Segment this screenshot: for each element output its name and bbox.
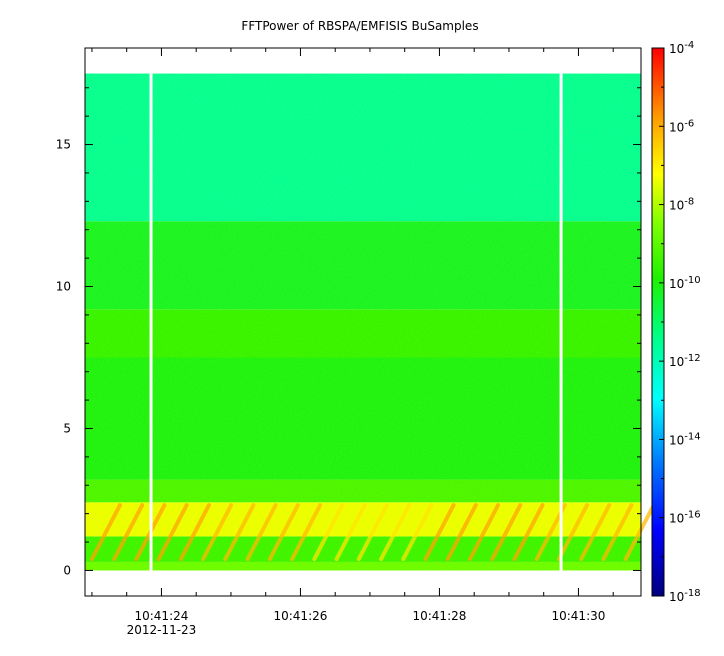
colorbar-tick-label: 10-18 [669, 588, 701, 604]
colorbar-tick-label: 10-8 [669, 197, 694, 213]
chorus-streak [223, 503, 256, 562]
chorus-streak [423, 503, 456, 562]
chorus-streak [245, 503, 278, 562]
colorbar-tick-label: 10-14 [669, 431, 701, 447]
chorus-streak [89, 503, 122, 562]
chorus-streak [267, 503, 300, 562]
colorbar-axis: 10-4 10-6 10-8 10-10 10-12 10-14 10-16 10-18 [659, 40, 701, 604]
data-gap [149, 72, 153, 572]
chorus-streak [401, 503, 434, 562]
chorus-streak [468, 503, 501, 562]
chorus-streak [356, 503, 389, 562]
colorbar-tick-label: 10-4 [669, 40, 694, 56]
y-tick-label: 10 [56, 280, 71, 294]
chorus-streak [490, 503, 523, 562]
colorbar-tick-label: 10-6 [669, 118, 694, 134]
spectrogram-area [85, 73, 641, 571]
colorbar-tick-label: 10-12 [669, 353, 701, 369]
chorus-streak [623, 503, 656, 562]
y-axis: 0 5 10 15 [56, 87, 641, 577]
plot-frame [84, 47, 642, 597]
chorus-streak [379, 503, 412, 562]
chorus-streak [556, 503, 589, 562]
chorus-streak [312, 503, 345, 562]
y-tick-label: 0 [63, 563, 71, 577]
chorus-streak [290, 503, 323, 562]
data-gaps [149, 72, 563, 572]
data-gap [559, 72, 563, 572]
noise-texture [85, 73, 641, 571]
y-tick-label: 15 [56, 138, 71, 152]
chart-title: FFTPower of RBSPA/EMFISIS BuSamples [241, 19, 478, 33]
x-tick-label: 10:41:26 [273, 609, 327, 623]
chorus-streak [445, 503, 478, 562]
chorus-streak [112, 503, 145, 562]
chorus-streak [601, 503, 634, 562]
chorus-streak [334, 503, 367, 562]
x-tick-label: 10:41:24 [134, 609, 188, 623]
y-tick-label: 5 [63, 421, 71, 435]
chorus-streak [156, 503, 189, 562]
colorbar-tick-label: 10-16 [669, 510, 701, 526]
chorus-streak [512, 503, 545, 562]
colorbar-tick-label: 10-10 [669, 275, 701, 291]
x-tick-label: 10:41:28 [412, 609, 466, 623]
x-date-label: 2012-11-23 [127, 623, 197, 637]
chorus-streak [201, 503, 234, 562]
x-tick-label: 10:41:30 [551, 609, 605, 623]
chorus-streak [178, 503, 211, 562]
chorus-streak [579, 503, 612, 562]
